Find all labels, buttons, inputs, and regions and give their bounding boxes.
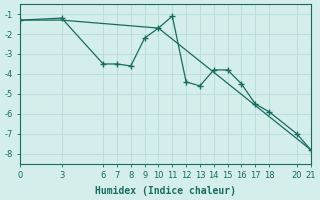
X-axis label: Humidex (Indice chaleur): Humidex (Indice chaleur) [95,186,236,196]
